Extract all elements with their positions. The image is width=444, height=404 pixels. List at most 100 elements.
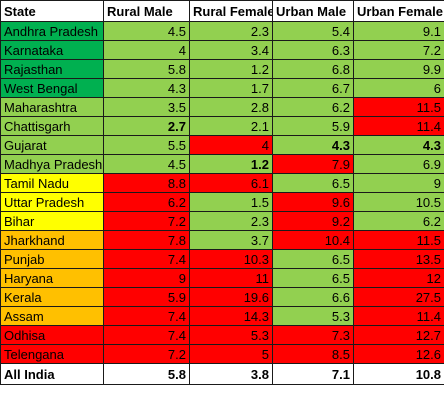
state-cell: Maharashtra [0,97,104,117]
urban-female-cell: 9.9 [353,59,444,79]
urban-female-cell: 6.9 [353,154,444,174]
rural-female-cell: 3.7 [189,230,273,250]
urban-male-cell: 6.2 [272,97,354,117]
table-row: Assam 7.4 14.3 5.3 11.4 [0,306,444,326]
rural-male-cell: 5.9 [103,287,190,307]
urban-male-cell: 6.7 [272,78,354,98]
urban-male-cell: 6.8 [272,59,354,79]
unemployment-table: State Rural Male Rural Female Urban Male… [0,0,444,385]
rural-male-cell: 4 [103,40,190,60]
urban-male-cell: 6.5 [272,268,354,288]
table-row: Andhra Pradesh 4.5 2.3 5.4 9.1 [0,21,444,41]
urban-male-cell: 4.3 [272,135,354,155]
table-row: Uttar Pradesh 6.2 1.5 9.6 10.5 [0,192,444,212]
urban-female-cell: 11.4 [353,306,444,326]
urban-female-cell: 11.5 [353,230,444,250]
header-row: State Rural Male Rural Female Urban Male… [0,0,444,22]
rural-female-cell: 14.3 [189,306,273,326]
state-cell: Andhra Pradesh [0,21,104,41]
rural-female-cell: 4 [189,135,273,155]
rural-male-cell: 5.5 [103,135,190,155]
total-row: All India 5.8 3.8 7.1 10.8 [0,363,444,385]
total-rural-male: 5.8 [103,363,190,385]
table-row: Odhisa 7.4 5.3 7.3 12.7 [0,325,444,345]
urban-female-cell: 13.5 [353,249,444,269]
table-row: Chattisgarh 2.7 2.1 5.9 11.4 [0,116,444,136]
urban-female-cell: 12.6 [353,344,444,364]
rural-male-cell: 7.2 [103,211,190,231]
header-rural-female: Rural Female [189,0,273,22]
rural-female-cell: 11 [189,268,273,288]
urban-female-cell: 12 [353,268,444,288]
header-rural-male: Rural Male [103,0,190,22]
urban-female-cell: 9.1 [353,21,444,41]
urban-male-cell: 7.3 [272,325,354,345]
rural-female-cell: 1.5 [189,192,273,212]
urban-female-cell: 7.2 [353,40,444,60]
rural-male-cell: 7.2 [103,344,190,364]
rural-female-cell: 10.3 [189,249,273,269]
rural-female-cell: 2.8 [189,97,273,117]
total-urban-male: 7.1 [272,363,354,385]
table-row: Telengana 7.2 5 8.5 12.6 [0,344,444,364]
header-state: State [0,0,104,22]
table-row: Haryana 9 11 6.5 12 [0,268,444,288]
urban-male-cell: 5.3 [272,306,354,326]
state-cell: Karnataka [0,40,104,60]
rural-female-cell: 2.3 [189,211,273,231]
rural-male-cell: 7.4 [103,306,190,326]
state-cell: Telengana [0,344,104,364]
rural-male-cell: 7.4 [103,249,190,269]
state-cell: Kerala [0,287,104,307]
rural-female-cell: 19.6 [189,287,273,307]
rural-female-cell: 1.2 [189,59,273,79]
table-row: Madhya Pradesh 4.5 1.2 7.9 6.9 [0,154,444,174]
total-urban-female: 10.8 [353,363,444,385]
urban-female-cell: 6 [353,78,444,98]
rural-male-cell: 4.3 [103,78,190,98]
total-label: All India [0,363,104,385]
state-cell: Uttar Pradesh [0,192,104,212]
urban-male-cell: 8.5 [272,344,354,364]
urban-male-cell: 9.2 [272,211,354,231]
rural-female-cell: 5.3 [189,325,273,345]
rural-male-cell: 4.5 [103,21,190,41]
rural-male-cell: 7.8 [103,230,190,250]
urban-male-cell: 7.9 [272,154,354,174]
rural-male-cell: 2.7 [103,116,190,136]
state-cell: Odhisa [0,325,104,345]
rural-male-cell: 9 [103,268,190,288]
urban-female-cell: 10.5 [353,192,444,212]
rural-female-cell: 1.7 [189,78,273,98]
table-row: Jharkhand 7.8 3.7 10.4 11.5 [0,230,444,250]
urban-male-cell: 6.5 [272,249,354,269]
urban-female-cell: 4.3 [353,135,444,155]
rural-female-cell: 6.1 [189,173,273,193]
state-cell: West Bengal [0,78,104,98]
state-cell: Gujarat [0,135,104,155]
state-cell: Tamil Nadu [0,173,104,193]
urban-male-cell: 9.6 [272,192,354,212]
urban-male-cell: 5.4 [272,21,354,41]
table-row: Maharashtra 3.5 2.8 6.2 11.5 [0,97,444,117]
table-body: Andhra Pradesh 4.5 2.3 5.4 9.1 Karnataka 4 3.4 6… [0,21,444,364]
state-cell: Assam [0,306,104,326]
table-row: Rajasthan 5.8 1.2 6.8 9.9 [0,59,444,79]
state-cell: Chattisgarh [0,116,104,136]
rural-male-cell: 8.8 [103,173,190,193]
rural-female-cell: 2.1 [189,116,273,136]
urban-female-cell: 9 [353,173,444,193]
rural-male-cell: 7.4 [103,325,190,345]
table-row: West Bengal 4.3 1.7 6.7 6 [0,78,444,98]
urban-female-cell: 6.2 [353,211,444,231]
urban-female-cell: 27.5 [353,287,444,307]
rural-male-cell: 4.5 [103,154,190,174]
state-cell: Bihar [0,211,104,231]
table-row: Gujarat 5.5 4 4.3 4.3 [0,135,444,155]
table-row: Karnataka 4 3.4 6.3 7.2 [0,40,444,60]
rural-male-cell: 3.5 [103,97,190,117]
urban-male-cell: 6.5 [272,173,354,193]
urban-male-cell: 5.9 [272,116,354,136]
state-cell: Madhya Pradesh [0,154,104,174]
urban-female-cell: 11.5 [353,97,444,117]
